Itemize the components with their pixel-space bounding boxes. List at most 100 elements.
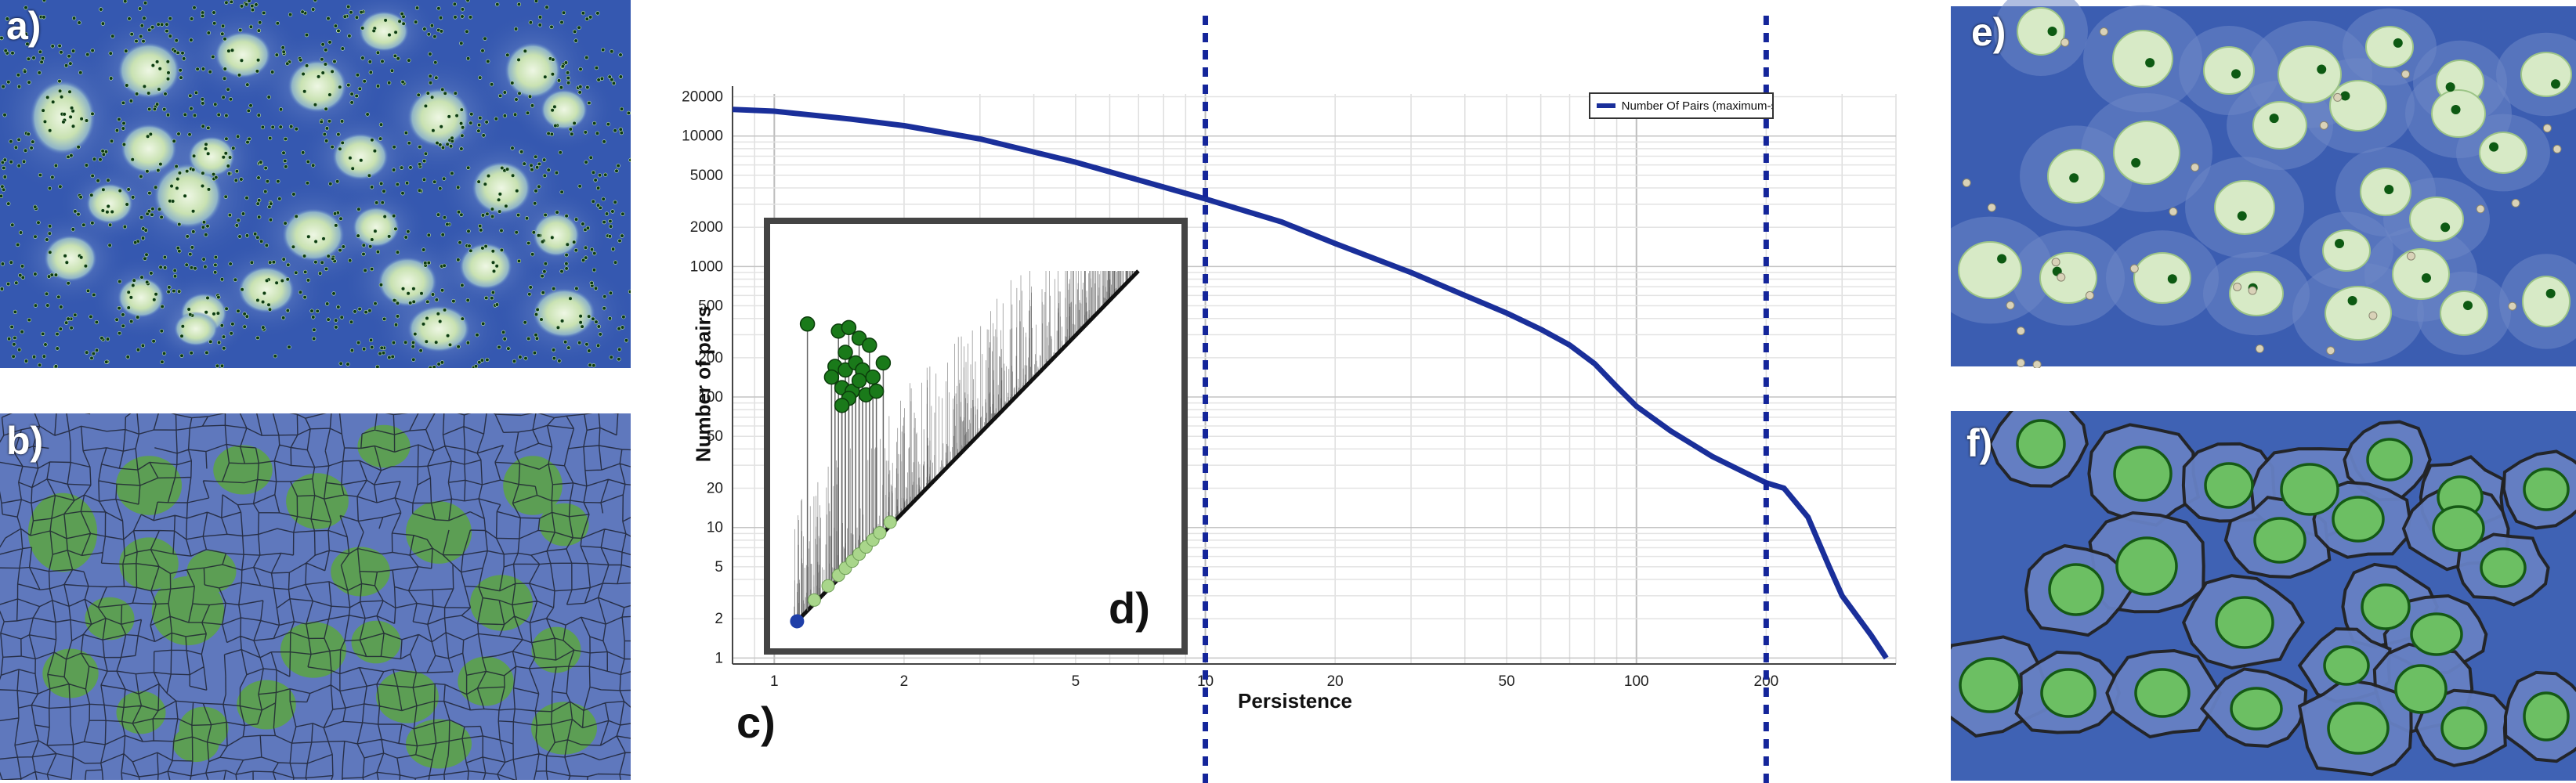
critical-point [177, 289, 182, 294]
segment-cell [531, 626, 581, 673]
segment-cell [286, 473, 349, 529]
critical-point [411, 287, 416, 291]
critical-point [7, 337, 12, 341]
critical-point [476, 123, 482, 128]
segment-cell [172, 725, 219, 763]
critical-point [466, 229, 471, 233]
critical-point [543, 74, 548, 79]
critical-point [505, 52, 510, 57]
critical-point [563, 340, 568, 345]
critical-point [166, 70, 171, 75]
critical-point [174, 38, 179, 43]
critical-point [204, 142, 208, 146]
critical-point [306, 234, 311, 239]
panel-e: e) [1951, 0, 2576, 368]
critical-point [373, 229, 378, 233]
critical-point [465, 56, 471, 61]
y-tick-label: 1 [715, 650, 723, 666]
critical-point [302, 295, 307, 300]
maximum-point [799, 316, 816, 332]
critical-point [367, 173, 372, 178]
critical-point [516, 2, 522, 7]
critical-point [608, 290, 613, 295]
critical-point [219, 363, 225, 368]
cell-nucleus [282, 208, 345, 262]
critical-point [411, 357, 416, 362]
critical-point [230, 322, 235, 327]
critical-point [276, 179, 280, 184]
critical-point [79, 255, 84, 260]
cell-nucleus [2133, 252, 2191, 304]
critical-point [480, 213, 486, 218]
critical-point [114, 317, 119, 322]
critical-point [523, 356, 528, 361]
critical-point [68, 114, 73, 119]
critical-point [302, 254, 307, 258]
critical-point [419, 291, 424, 296]
critical-point [483, 244, 488, 249]
critical-point [535, 307, 540, 312]
critical-point [64, 320, 69, 325]
critical-point [393, 226, 398, 232]
saddle-point [1987, 203, 1996, 212]
critical-point [250, 8, 255, 13]
critical-point [353, 309, 357, 314]
critical-point [610, 209, 615, 214]
cell-nucleus [2113, 446, 2173, 502]
critical-point [332, 59, 337, 64]
maximum-point [2462, 301, 2473, 311]
critical-point [277, 197, 282, 201]
critical-point [617, 347, 622, 352]
critical-point [194, 90, 199, 95]
critical-point [306, 159, 310, 164]
critical-point [16, 84, 22, 89]
critical-point [131, 195, 136, 200]
critical-point [144, 252, 149, 257]
critical-point [628, 289, 631, 294]
cell-nucleus [30, 80, 96, 155]
critical-point [98, 157, 103, 162]
critical-point [413, 332, 418, 337]
cell-nucleus [2113, 121, 2180, 185]
critical-point [370, 237, 374, 242]
critical-point [599, 76, 605, 81]
critical-point [200, 183, 205, 189]
critical-point [375, 250, 381, 254]
critical-point [620, 211, 625, 216]
critical-point [124, 49, 128, 53]
critical-point [20, 275, 25, 280]
critical-point [362, 79, 367, 84]
maximum-point [2550, 79, 2560, 89]
critical-point [269, 201, 273, 206]
critical-point [380, 200, 385, 205]
x-tick-label: 1 [770, 673, 779, 690]
critical-point [324, 126, 330, 131]
critical-point [459, 107, 464, 112]
critical-point [128, 99, 133, 103]
critical-point [57, 78, 62, 84]
critical-point [146, 134, 150, 139]
critical-point [40, 56, 45, 61]
critical-point [126, 290, 131, 294]
critical-point [185, 169, 190, 174]
critical-point [183, 193, 187, 198]
y-tick-label: 200 [698, 350, 723, 366]
critical-point [136, 348, 140, 352]
critical-point [365, 112, 370, 117]
critical-point [596, 324, 601, 329]
critical-point [228, 155, 233, 160]
critical-point [193, 266, 197, 271]
critical-point [71, 16, 77, 20]
critical-point [39, 60, 44, 64]
critical-point [117, 306, 121, 311]
segment-cell [280, 622, 346, 678]
critical-point [212, 312, 216, 316]
y-axis-label: Number of pairs [691, 305, 715, 463]
critical-point [216, 295, 221, 300]
panel-a: a) [0, 0, 631, 368]
critical-point [424, 339, 429, 344]
critical-point [237, 73, 242, 78]
critical-point [233, 178, 238, 182]
critical-point [448, 144, 454, 149]
critical-point [525, 110, 530, 115]
